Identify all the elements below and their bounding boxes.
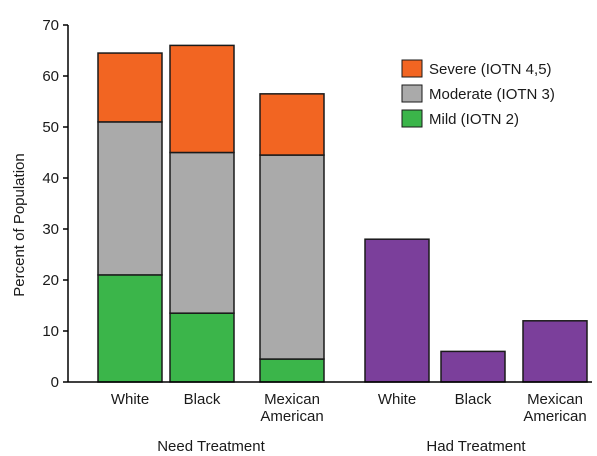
bar-segment	[522, 320, 588, 383]
bar-segment	[169, 44, 235, 154]
legend-label: Mild (IOTN 2)	[429, 111, 519, 128]
plot-area	[97, 44, 588, 383]
y-tick-label: 60	[42, 68, 59, 85]
legend: Severe (IOTN 4,5) Moderate (IOTN 3) Mild (…	[401, 59, 555, 128]
y-axis: 0 10 20 30 40 50 60 70	[42, 17, 592, 391]
bar-segment	[259, 154, 325, 360]
bar-segment	[169, 312, 235, 383]
y-tick-label: 10	[42, 323, 59, 340]
x-axis-labels: White Black Mexican American White Black Mexic…	[111, 391, 587, 425]
legend-swatch	[401, 109, 423, 128]
y-tick-label: 20	[42, 272, 59, 289]
legend-label: Severe (IOTN 4,5)	[429, 61, 552, 78]
bar-segment	[97, 121, 163, 276]
x-tick-label: Mexican American	[523, 391, 586, 425]
group-label: Had Treatment	[426, 438, 526, 455]
x-tick-label: Black	[184, 391, 221, 408]
bar-segment	[97, 274, 163, 383]
bar-segment	[97, 52, 163, 123]
group-labels: Need Treatment Had Treatment	[157, 438, 526, 455]
y-tick-label: 40	[42, 170, 59, 187]
y-tick-label: 50	[42, 119, 59, 136]
group-label: Need Treatment	[157, 438, 265, 455]
bar-segment	[259, 93, 325, 156]
legend-swatch	[401, 59, 423, 78]
legend-swatch	[401, 84, 423, 103]
bar-segment	[440, 350, 506, 383]
y-tick-label: 30	[42, 221, 59, 238]
bar-segment	[169, 151, 235, 314]
x-tick-label: Mexican American	[260, 391, 323, 425]
legend-label: Moderate (IOTN 3)	[429, 86, 555, 103]
y-axis-label: Percent of Population	[11, 153, 28, 296]
x-tick-label: Black	[455, 391, 492, 408]
y-tick-label: 70	[42, 17, 59, 34]
bar-segment	[259, 358, 325, 383]
bar-segment	[364, 238, 430, 383]
x-tick-label: White	[111, 391, 149, 408]
y-tick-label: 0	[51, 374, 59, 391]
x-tick-label: White	[378, 391, 416, 408]
